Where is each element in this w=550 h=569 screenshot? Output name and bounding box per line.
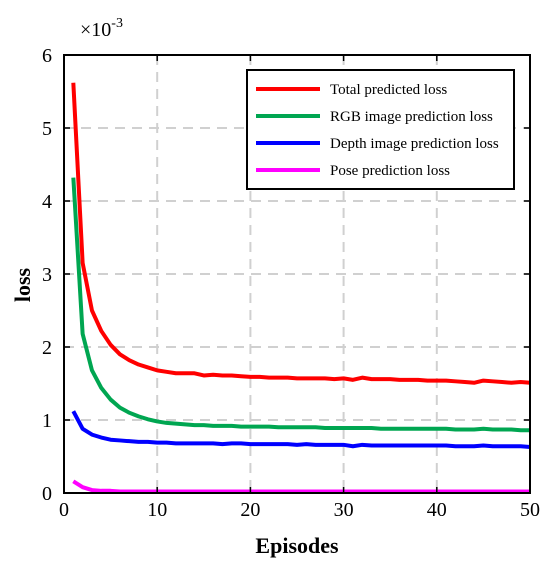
series-line-3 [71, 410, 531, 450]
x-tick-label: 10 [147, 499, 167, 521]
legend-label: Depth image prediction loss [330, 136, 499, 152]
series-line-1 [71, 82, 531, 385]
x-tick-label: 20 [240, 499, 260, 521]
legend-label: Pose prediction loss [330, 163, 450, 179]
legend-label: RGB image prediction loss [330, 109, 493, 125]
series-line-2 [71, 177, 530, 433]
series-layer [71, 82, 531, 494]
exponent-power: -3 [111, 16, 123, 31]
x-tick-labels: 0 10 20 30 40 50 [59, 499, 540, 521]
exponent-base: ×10 [80, 19, 111, 41]
y-axis-label: loss [10, 267, 35, 302]
legend-label: Total predicted loss [330, 82, 447, 98]
x-tick-label: 30 [334, 499, 354, 521]
y-tick-label: 5 [42, 118, 52, 140]
y-tick-label: 1 [42, 410, 52, 432]
x-tick-label: 50 [520, 499, 540, 521]
y-tick-label: 2 [42, 337, 52, 359]
axis-ticks [63, 54, 531, 494]
y-tick-label: 0 [42, 483, 52, 505]
y-tick-label: 3 [42, 264, 52, 286]
series-line-4 [72, 479, 530, 494]
x-axis-label: Episodes [255, 533, 339, 558]
x-tick-label: 40 [427, 499, 447, 521]
y-tick-label: 6 [42, 45, 52, 67]
x-tick-label: 0 [59, 499, 69, 521]
y-tick-labels: 0 1 2 3 4 5 6 [42, 45, 52, 505]
legend: Total predicted loss RGB image prediction… [246, 69, 515, 190]
y-tick-label: 4 [42, 191, 52, 213]
y-exponent-label: ×10-3 [80, 16, 123, 41]
